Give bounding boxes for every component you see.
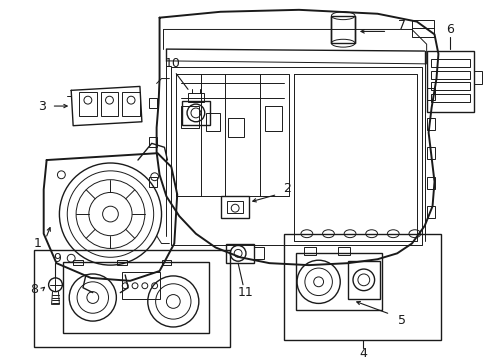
Bar <box>73 260 83 265</box>
Text: 8: 8 <box>30 283 38 296</box>
Bar <box>347 261 379 298</box>
Bar <box>101 92 118 116</box>
Bar <box>411 20 433 37</box>
Text: 11: 11 <box>238 286 253 299</box>
Bar <box>430 82 469 90</box>
Bar <box>473 71 481 85</box>
Bar <box>63 262 208 333</box>
Bar <box>122 92 140 116</box>
Bar <box>181 106 199 128</box>
Text: 3: 3 <box>38 100 45 113</box>
Bar <box>227 201 243 213</box>
Bar <box>430 94 469 102</box>
Bar <box>295 253 382 310</box>
Bar <box>303 247 315 255</box>
Bar <box>264 106 282 131</box>
Bar <box>148 177 156 186</box>
Bar <box>426 177 434 189</box>
Text: 2: 2 <box>283 182 290 195</box>
Bar <box>426 88 434 100</box>
Bar <box>182 101 209 125</box>
Bar <box>228 118 244 138</box>
Text: 5: 5 <box>397 314 405 327</box>
Bar <box>430 71 469 78</box>
Bar <box>426 206 434 218</box>
Bar <box>148 138 156 147</box>
Text: 9: 9 <box>53 252 61 265</box>
Bar <box>338 247 349 255</box>
Text: 4: 4 <box>358 347 366 360</box>
Bar <box>161 260 171 265</box>
Bar <box>221 197 248 218</box>
Text: 6: 6 <box>446 23 453 36</box>
Bar <box>284 234 441 340</box>
Text: 10: 10 <box>164 57 180 70</box>
Bar <box>226 243 253 263</box>
Bar <box>426 51 473 112</box>
Bar <box>148 98 156 108</box>
Bar <box>430 59 469 67</box>
Bar <box>117 260 127 265</box>
Bar <box>79 92 97 116</box>
Bar <box>205 113 220 131</box>
Text: 1: 1 <box>34 237 41 250</box>
Bar <box>331 16 354 43</box>
Bar <box>253 247 263 259</box>
Bar <box>188 93 203 102</box>
Text: 7: 7 <box>397 19 405 32</box>
Bar <box>426 147 434 159</box>
Bar <box>34 251 230 347</box>
Bar <box>426 118 434 130</box>
Bar <box>122 272 159 300</box>
